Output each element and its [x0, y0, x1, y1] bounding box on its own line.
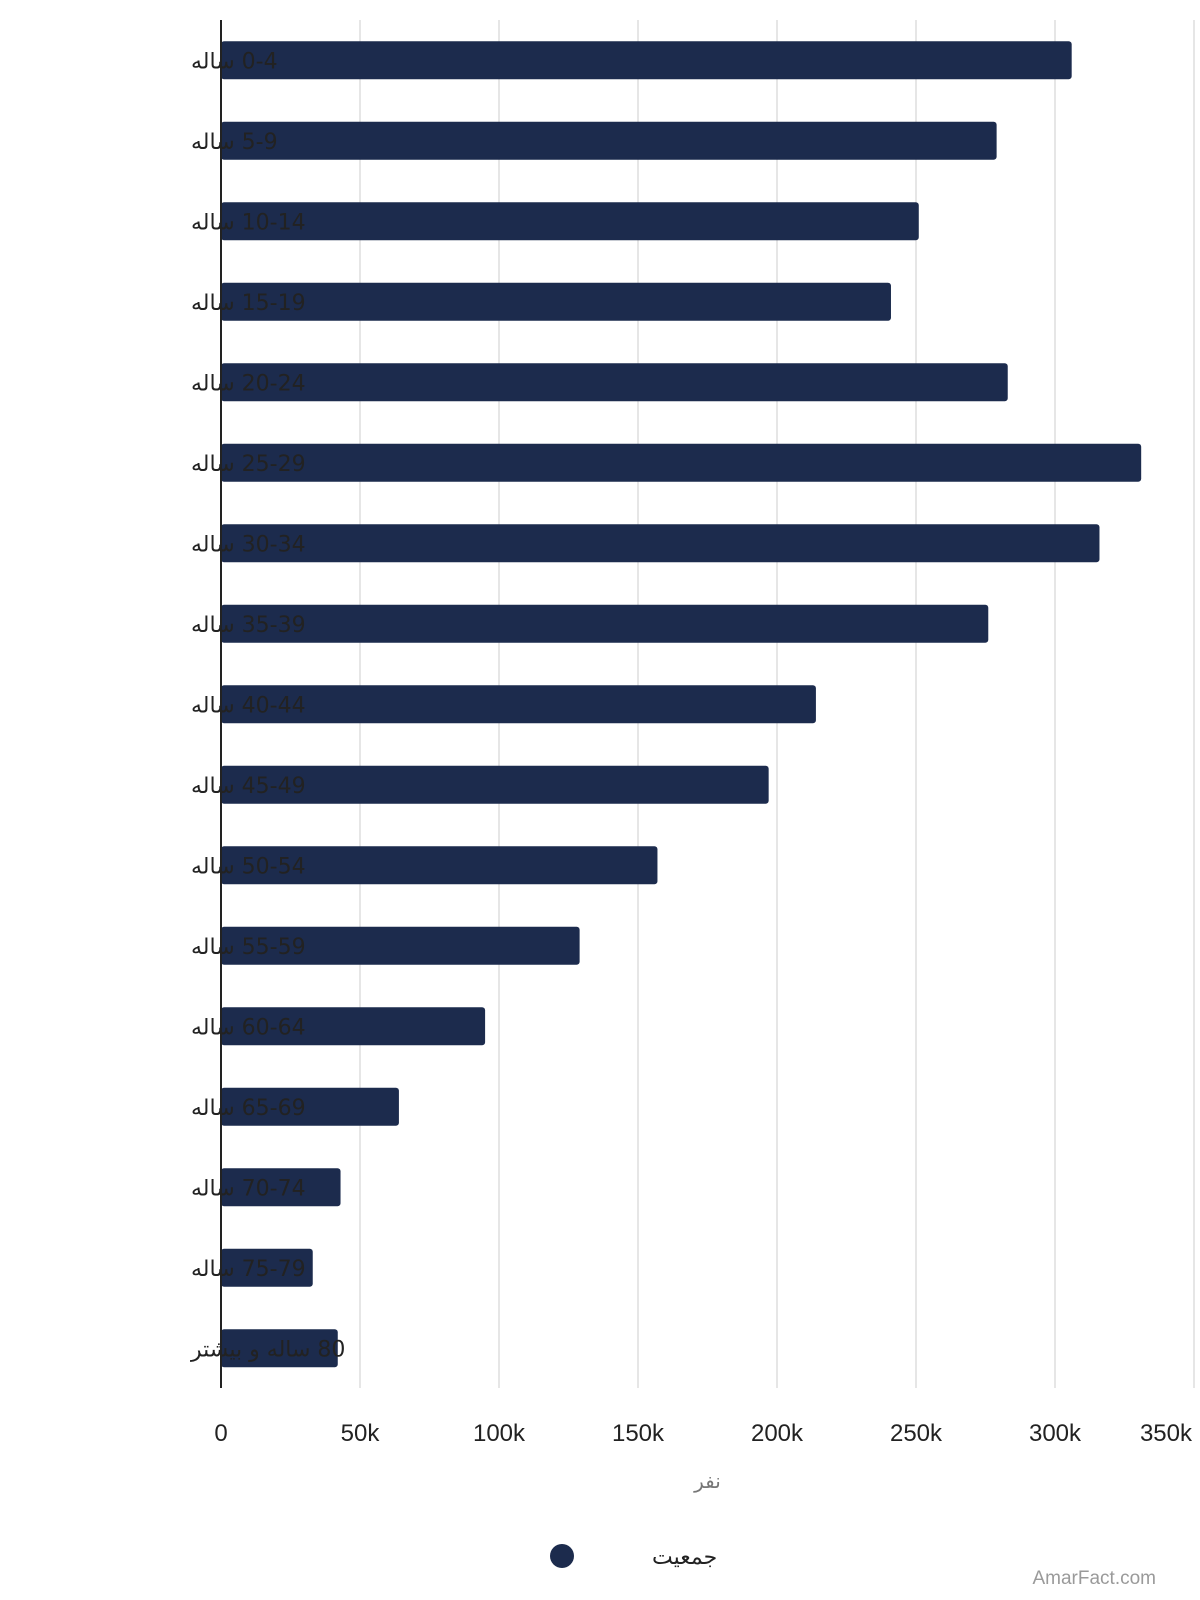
- category-label: 5-9 ساله: [191, 130, 278, 155]
- category-label: 30-34 ساله: [191, 532, 306, 557]
- category-label: 40-44 ساله: [191, 693, 306, 718]
- x-tick-label: 0: [214, 1420, 227, 1447]
- bar[interactable]: [221, 1329, 338, 1368]
- bar[interactable]: [221, 1087, 399, 1126]
- x-tick-label: 350k: [1140, 1420, 1193, 1447]
- category-label: 20-24 ساله: [191, 371, 306, 396]
- bar[interactable]: [221, 41, 1072, 80]
- bar[interactable]: [221, 1168, 341, 1207]
- bar[interactable]: [221, 202, 919, 241]
- legend[interactable]: جمعیت: [550, 1544, 717, 1570]
- category-label: 15-19 ساله: [191, 291, 306, 316]
- category-label: 75-79 ساله: [191, 1257, 306, 1282]
- bar[interactable]: [221, 604, 989, 643]
- category-labels: 0-4 ساله 5-9 ساله 10-14 ساله 15-19 ساله 20-2…: [190, 49, 345, 1362]
- x-tick-label: 300k: [1029, 1420, 1082, 1447]
- x-axis-title: نفر: [693, 1469, 721, 1493]
- category-label: 80 ساله و بیشتر: [190, 1337, 345, 1362]
- bar[interactable]: [221, 282, 891, 321]
- x-tick-labels: 0 50k 100k 150k 200k 250k 300k 350k: [214, 1420, 1193, 1447]
- bar[interactable]: [221, 846, 658, 885]
- category-label: 70-74 ساله: [191, 1176, 306, 1201]
- x-tick-label: 150k: [612, 1420, 665, 1447]
- watermark: AmarFact.com: [1032, 1568, 1156, 1589]
- bar[interactable]: [221, 1248, 313, 1287]
- category-label: 35-39 ساله: [191, 613, 306, 638]
- category-label: 60-64 ساله: [191, 1015, 306, 1040]
- bars: [221, 41, 1142, 1368]
- x-tick-label: 50k: [341, 1420, 381, 1447]
- x-tick-label: 200k: [751, 1420, 804, 1447]
- bar[interactable]: [221, 524, 1100, 563]
- x-tick-label: 100k: [473, 1420, 526, 1447]
- x-tick-label: 250k: [890, 1420, 943, 1447]
- category-label: 65-69 ساله: [191, 1096, 306, 1121]
- bar[interactable]: [221, 926, 580, 965]
- legend-label: جمعیت: [652, 1545, 717, 1570]
- bar[interactable]: [221, 765, 769, 804]
- category-label: 10-14 ساله: [191, 210, 306, 235]
- bar[interactable]: [221, 685, 816, 724]
- bar[interactable]: [221, 121, 997, 160]
- category-label: 55-59 ساله: [191, 935, 306, 960]
- bar[interactable]: [221, 363, 1008, 402]
- category-label: 45-49 ساله: [191, 774, 306, 799]
- category-label: 50-54 ساله: [191, 854, 306, 879]
- category-label: 25-29 ساله: [191, 452, 306, 477]
- legend-marker: [550, 1544, 574, 1568]
- bar[interactable]: [221, 443, 1142, 482]
- category-label: 0-4 ساله: [191, 49, 278, 74]
- bar[interactable]: [221, 1007, 486, 1046]
